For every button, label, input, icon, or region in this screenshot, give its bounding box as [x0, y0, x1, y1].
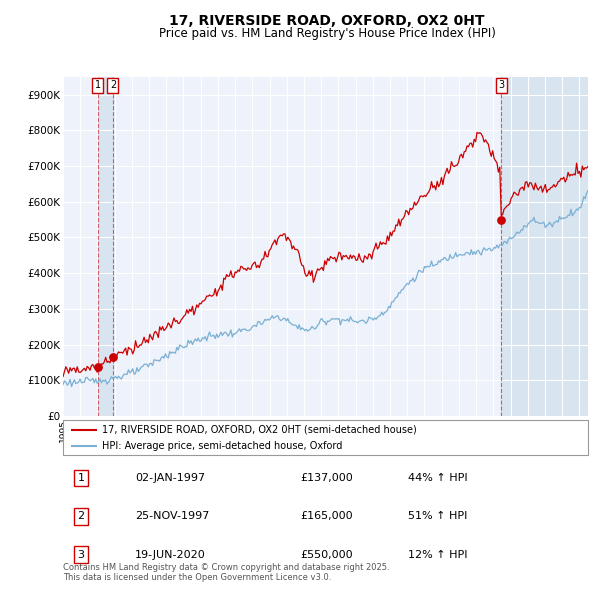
Text: Price paid vs. HM Land Registry's House Price Index (HPI): Price paid vs. HM Land Registry's House … — [158, 27, 496, 40]
Text: HPI: Average price, semi-detached house, Oxford: HPI: Average price, semi-detached house,… — [103, 441, 343, 451]
Text: £550,000: £550,000 — [300, 550, 353, 559]
Text: 3: 3 — [77, 550, 85, 559]
Text: 1: 1 — [95, 80, 101, 90]
Text: Contains HM Land Registry data © Crown copyright and database right 2025.
This d: Contains HM Land Registry data © Crown c… — [63, 563, 389, 582]
Bar — [98, 77, 113, 416]
Text: 51% ↑ HPI: 51% ↑ HPI — [408, 512, 467, 521]
Text: 2: 2 — [110, 80, 116, 90]
Text: 44% ↑ HPI: 44% ↑ HPI — [408, 473, 467, 483]
Text: 12% ↑ HPI: 12% ↑ HPI — [408, 550, 467, 559]
Text: 02-JAN-1997: 02-JAN-1997 — [135, 473, 205, 483]
Bar — [501, 77, 588, 416]
Point — [108, 352, 118, 362]
Text: 1: 1 — [77, 473, 85, 483]
Text: £137,000: £137,000 — [300, 473, 353, 483]
Text: £165,000: £165,000 — [300, 512, 353, 521]
Text: 19-JUN-2020: 19-JUN-2020 — [135, 550, 206, 559]
Text: 2: 2 — [77, 512, 85, 521]
Point — [496, 215, 506, 224]
Text: 17, RIVERSIDE ROAD, OXFORD, OX2 0HT: 17, RIVERSIDE ROAD, OXFORD, OX2 0HT — [169, 14, 485, 28]
Text: 25-NOV-1997: 25-NOV-1997 — [135, 512, 209, 521]
Text: 17, RIVERSIDE ROAD, OXFORD, OX2 0HT (semi-detached house): 17, RIVERSIDE ROAD, OXFORD, OX2 0HT (sem… — [103, 425, 417, 435]
Point — [93, 362, 103, 372]
Text: 3: 3 — [498, 80, 505, 90]
